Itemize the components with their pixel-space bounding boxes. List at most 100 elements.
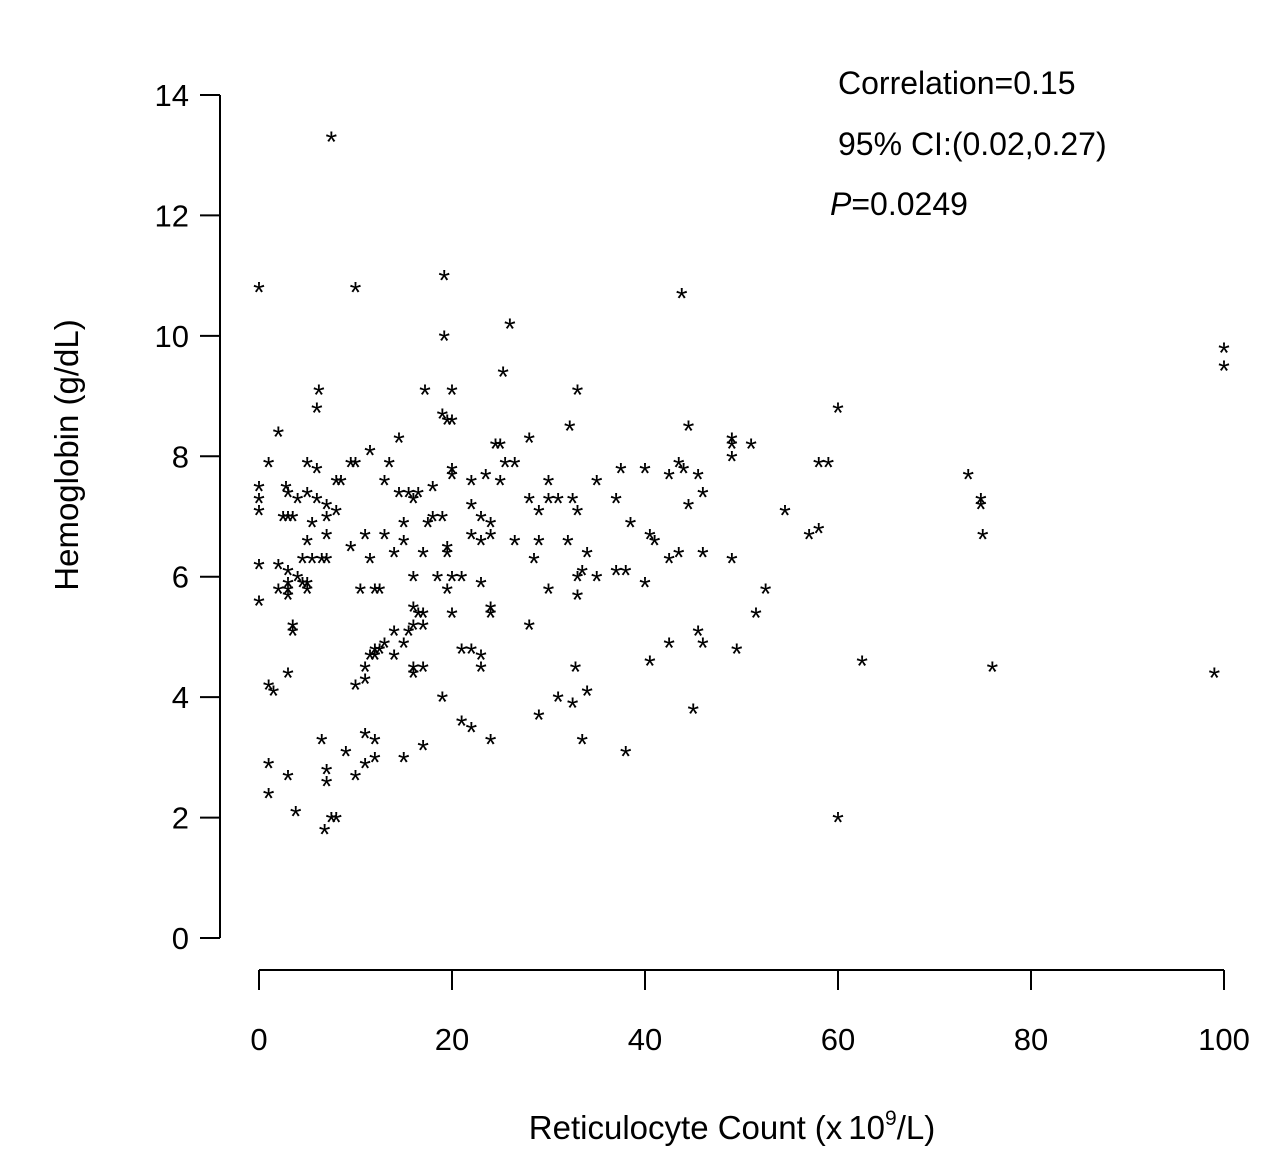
data-point: * (398, 632, 410, 665)
data-point: * (316, 548, 328, 581)
data-point: * (456, 566, 468, 599)
data-point: * (437, 403, 449, 436)
data-point: * (533, 704, 545, 737)
data-point: * (497, 361, 509, 394)
data-point: * (301, 572, 313, 605)
data-point: * (649, 530, 661, 563)
p-value: =0.0249 (851, 186, 968, 222)
correlation-annotation: Correlation=0.15 (838, 65, 1075, 101)
data-point: * (465, 716, 477, 749)
data-point: * (313, 379, 325, 412)
data-point: * (570, 656, 582, 689)
x-ticks: 0 20 40 60 80 100 (250, 970, 1250, 1057)
data-point: * (330, 499, 342, 532)
data-point: * (369, 746, 381, 779)
data-point: * (282, 578, 294, 611)
data-point: * (335, 469, 347, 502)
data-point: * (1209, 662, 1221, 695)
data-point: * (403, 481, 415, 514)
data-point: * (438, 325, 450, 358)
data-point: * (297, 548, 309, 581)
data-point: * (639, 572, 651, 605)
data-point: * (625, 512, 637, 545)
data-point: * (567, 487, 579, 520)
data-point: * (350, 674, 362, 707)
data-point: * (683, 493, 695, 526)
data-point: * (533, 530, 545, 563)
data-point: * (282, 662, 294, 695)
y-tick-label: 10 (155, 319, 189, 354)
data-point: * (417, 656, 429, 689)
data-point: * (663, 548, 675, 581)
data-point: * (494, 469, 506, 502)
data-point: * (475, 572, 487, 605)
data-point: * (441, 409, 453, 442)
data-point: * (263, 782, 275, 815)
data-point: * (359, 524, 371, 557)
data-point: * (321, 493, 333, 526)
data-point: * (678, 457, 690, 490)
data-point: * (319, 819, 331, 852)
data-point: * (523, 614, 535, 647)
data-point: * (272, 421, 284, 454)
data-point: * (379, 469, 391, 502)
data-point: * (572, 584, 584, 617)
data-point: * (383, 451, 395, 484)
data-point: * (572, 379, 584, 412)
data-point: * (581, 542, 593, 575)
data-point: * (311, 397, 323, 430)
data-point: * (962, 463, 974, 496)
data-point: * (644, 650, 656, 683)
data-point: * (731, 638, 743, 671)
data-point: * (683, 415, 695, 448)
data-point: * (398, 746, 410, 779)
y-ticks: 0 2 4 6 8 10 12 14 (155, 78, 220, 956)
y-tick-label: 14 (155, 78, 189, 113)
data-point: * (465, 493, 477, 526)
data-point: * (437, 686, 449, 719)
x-axis-title-unit-prefix: (x (815, 1109, 843, 1146)
data-point: * (475, 506, 487, 539)
data-point: * (374, 638, 386, 671)
data-point: * (306, 512, 318, 545)
data-point: * (610, 560, 622, 593)
data-point: * (321, 506, 333, 539)
data-point: * (446, 463, 458, 496)
data-point: * (277, 506, 289, 539)
data-point: * (253, 487, 265, 520)
data-point: * (369, 638, 381, 671)
x-axis-title-main: Reticulocyte Count (529, 1109, 806, 1146)
data-point: * (572, 499, 584, 532)
data-point: * (427, 475, 439, 508)
data-point: * (340, 740, 352, 773)
data-point: * (562, 530, 574, 563)
data-point: * (326, 126, 338, 159)
x-tick-label: 0 (250, 1022, 267, 1057)
data-point: * (485, 512, 497, 545)
data-point: * (615, 457, 627, 490)
data-point: * (359, 668, 371, 701)
data-point: * (760, 578, 772, 611)
data-point: * (533, 499, 545, 532)
data-point: * (576, 728, 588, 761)
data-point: * (398, 530, 410, 563)
data-point: * (345, 536, 357, 569)
data-point: * (456, 638, 468, 671)
data-point: * (692, 463, 704, 496)
data-point: * (282, 560, 294, 593)
data-point: * (543, 578, 555, 611)
data-point: * (311, 487, 323, 520)
data-point: * (750, 602, 762, 635)
data-point: * (321, 548, 333, 581)
data-point: * (441, 578, 453, 611)
y-axis-title: Hemoglobin (g/dL) (48, 319, 85, 590)
data-point: * (364, 644, 376, 677)
p-value-annotation: P=0.0249 (830, 186, 968, 222)
data-point: * (446, 566, 458, 599)
data-point: * (441, 542, 453, 575)
data-point: * (408, 566, 420, 599)
y-tick-label: 12 (155, 198, 189, 233)
data-point: * (485, 728, 497, 761)
data-point: * (485, 524, 497, 557)
data-point: * (726, 548, 738, 581)
